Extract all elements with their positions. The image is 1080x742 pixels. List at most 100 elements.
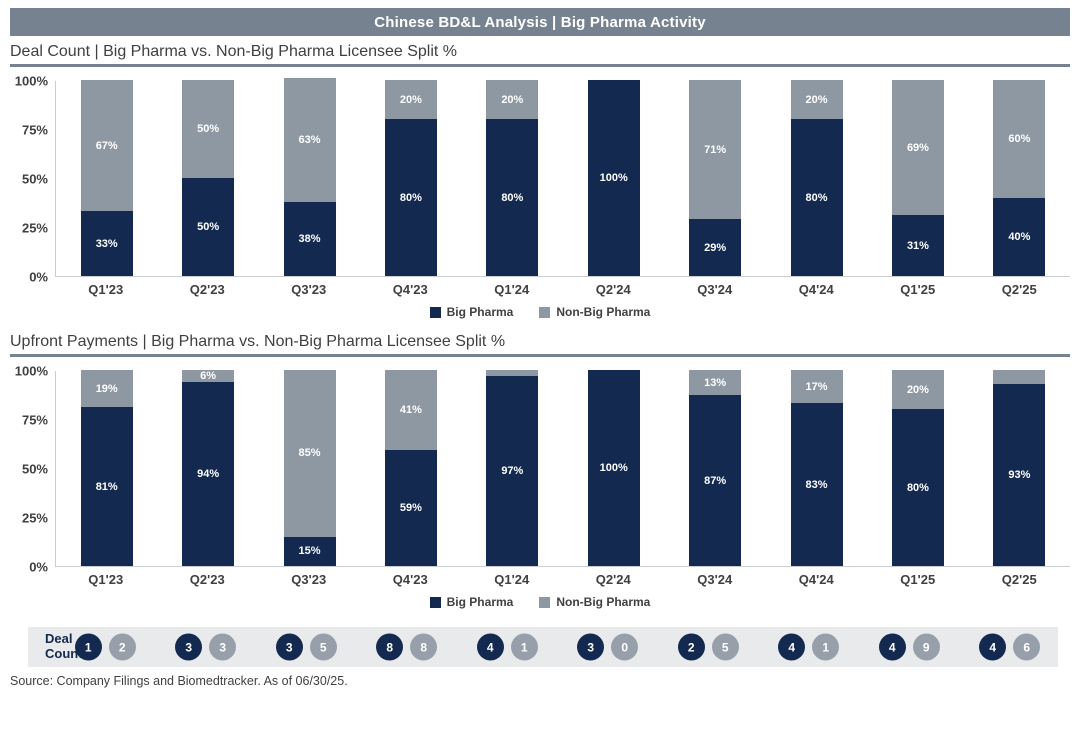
bar-segment-label: 38% [298, 232, 321, 245]
bar-segment: 17% [790, 370, 843, 404]
x-label-slot: Q3'23 [258, 572, 360, 587]
bar-segment-label: 59% [399, 502, 422, 515]
non-big-pharma-count-circle: 1 [510, 633, 538, 661]
x-axis-label: Q4'23 [392, 572, 428, 587]
legend-item: Non-Big Pharma [539, 305, 650, 319]
bar-slot: 87% 13% [664, 370, 765, 566]
bar-segment-label: 17% [805, 380, 828, 393]
bar-segment: 100% [587, 80, 640, 276]
x-label-slot: Q3'24 [664, 282, 766, 297]
bar-segment: 71% [689, 80, 742, 220]
stacked-bar: 38% 63% [283, 78, 336, 276]
bar-segment: 80% [891, 409, 944, 566]
stacked-bar: 94% 6% [182, 369, 235, 566]
bar-slot: 29% 71% [664, 80, 765, 276]
bar-segment-label: 6% [200, 369, 217, 382]
bar-segment: 6% [182, 369, 235, 382]
y-tick-label: 50% [21, 171, 48, 187]
x-axis-label: Q3'24 [697, 572, 733, 587]
bar-segment: 31% [891, 215, 944, 276]
bar-segment-label: 100% [599, 462, 628, 474]
legend-item: Big Pharma [429, 595, 514, 609]
legend-item: Non-Big Pharma [539, 595, 650, 609]
section-divider [10, 64, 1070, 67]
bar-segment: 13% [689, 370, 742, 396]
bar-slot: 80% 20% [360, 80, 461, 276]
y-tick-label: 50% [21, 461, 48, 477]
big-pharma-count-circle: 2 [677, 633, 705, 661]
bar-slot: 81% 19% [56, 370, 157, 566]
y-tick-label: 0% [29, 269, 48, 285]
big-pharma-count-circle: 4 [778, 633, 806, 661]
bar-segment-label: 63% [298, 133, 321, 146]
bar-slot: 80% 20% [766, 80, 867, 276]
stacked-bar: 80% 20% [486, 80, 539, 276]
non-big-pharma-count-circle: 5 [309, 633, 337, 661]
bar-segment: 29% [689, 219, 742, 276]
bar-segment: 33% [80, 211, 133, 276]
bar-slot: 15% 85% [259, 370, 360, 566]
stacked-bar: 80% 20% [790, 80, 843, 276]
x-axis-label: Q4'24 [798, 572, 834, 587]
bar-segment-label: 81% [95, 480, 118, 493]
legend-label: Big Pharma [446, 305, 514, 319]
x-axis-label: Q3'24 [697, 282, 733, 297]
x-axis-labels: Q1'23 Q2'23 Q3'23 Q4'23 Q1'24 Q2'24 Q3'24 Q4'24… [55, 282, 1070, 297]
bar-segment-label: 13% [704, 376, 727, 389]
y-tick-label: 75% [21, 122, 48, 138]
bar-segment: 20% [384, 80, 437, 120]
x-axis-label: Q1'23 [88, 282, 124, 297]
legend-label: Big Pharma [446, 595, 514, 609]
stacked-bar: 59% 41% [384, 370, 437, 566]
source-note: Source: Company Filings and Biomedtracke… [10, 674, 348, 688]
bar-segment: 87% [689, 395, 742, 566]
bar-segment: 97% [486, 375, 539, 566]
x-axis-label: Q1'23 [88, 572, 124, 587]
big-pharma-count-circle: 4 [476, 633, 504, 661]
non-big-pharma-count-circle: 9 [912, 633, 940, 661]
bar-segment-label: 33% [95, 237, 118, 250]
bar-segment-label: 97% [501, 464, 524, 477]
stacked-bar: 33% 67% [80, 80, 133, 276]
bar-segment: 80% [384, 119, 437, 276]
x-label-slot: Q4'23 [360, 282, 462, 297]
bar-segment: 69% [891, 80, 944, 216]
x-label-slot: Q4'23 [360, 572, 462, 587]
legend-label: Non-Big Pharma [556, 595, 651, 609]
x-axis-label: Q4'24 [798, 282, 834, 297]
bar-segment: 50% [182, 80, 235, 178]
bar-slot: 59% 41% [360, 370, 461, 566]
x-label-slot: Q1'25 [867, 572, 969, 587]
section-deal-count: Deal Count | Big Pharma vs. Non-Big Phar… [10, 43, 1070, 319]
legend-swatch [429, 596, 441, 608]
x-axis-label: Q2'23 [189, 282, 225, 297]
bar-segment: 81% [80, 407, 133, 566]
bar-segment-label: 31% [906, 239, 929, 252]
stacked-bar: 100% [587, 80, 640, 276]
x-label-slot: Q4'24 [766, 282, 868, 297]
bar-segment: 67% [80, 80, 133, 212]
bar-slot: 97% [462, 370, 563, 566]
bar-segment-label: 80% [805, 191, 828, 204]
x-label-slot: Q3'23 [258, 282, 360, 297]
bar-segment-label: 69% [906, 141, 929, 154]
bar-segment-label: 80% [501, 191, 524, 204]
deal-count-chart: 100% 75% 50% 25% 0% 33% 67% 50% 50% 38% 63% 80% 20%… [10, 74, 1070, 319]
bar-segment-label: 29% [704, 241, 727, 254]
plot-area: 33% 67% 50% 50% 38% 63% 80% 20% 80% 20% 100% 29% 71%… [55, 78, 1070, 277]
x-axis-label: Q2'23 [189, 572, 225, 587]
non-big-pharma-count-circle: 8 [410, 633, 438, 661]
x-label-slot: Q2'25 [969, 282, 1071, 297]
bar-segment: 100% [587, 370, 640, 566]
bar-slot: 93% [969, 370, 1070, 566]
bar-segment: 40% [993, 197, 1046, 276]
x-axis-label: Q1'24 [494, 572, 530, 587]
bar-slot: 94% 6% [157, 369, 258, 566]
bar-segment-label: 83% [805, 478, 828, 491]
bar-segment: 20% [891, 370, 944, 410]
x-axis-label: Q1'25 [900, 282, 936, 297]
report-header: Chinese BD&L Analysis | Big Pharma Activ… [10, 8, 1070, 36]
